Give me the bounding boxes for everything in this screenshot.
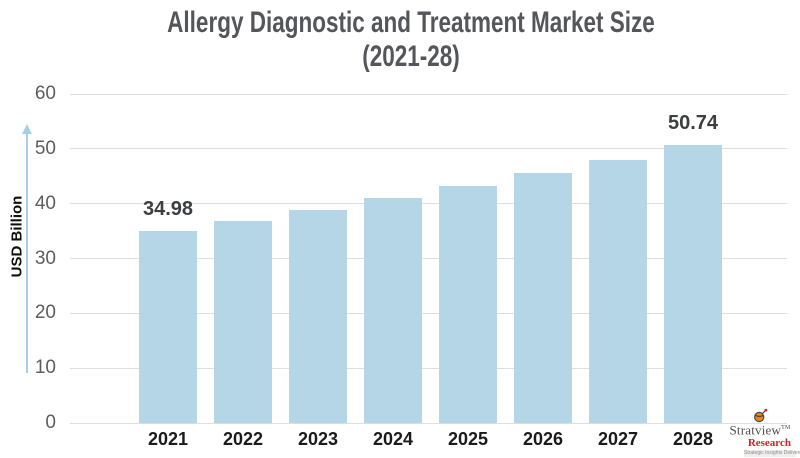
x-tick-label-2027: 2027 [597, 429, 639, 449]
x-tick-label-2026: 2026 [522, 429, 564, 449]
bar-2024 [364, 198, 422, 423]
gridline-60 [70, 93, 787, 95]
x-tick-label-2021: 2021 [147, 429, 189, 449]
bar-2021 [139, 231, 197, 423]
chart-title: Allergy Diagnostic and Treatment Market … [0, 6, 800, 74]
bar-2027 [589, 159, 647, 423]
y-tick-label-0: 0 [45, 412, 56, 433]
stratview-research-logo: StratviewTM Research Strategic Insights … [724, 408, 800, 457]
x-tick-label-2022: 2022 [222, 429, 264, 449]
trademark-symbol: TM [781, 424, 791, 431]
bar-value-label-2028: 50.74 [667, 111, 719, 134]
y-tick-label-40: 40 [34, 192, 56, 214]
x-tick-label-2023: 2023 [297, 429, 339, 449]
y-tick-label-20: 20 [34, 302, 56, 324]
x-tick-label-2025: 2025 [447, 429, 489, 449]
y-axis-arrow-head-icon [22, 124, 32, 134]
bar-2026 [514, 172, 572, 423]
x-tick-label-2028: 2028 [672, 429, 714, 449]
y-tick-label-60: 60 [34, 83, 56, 104]
gridline-20 [70, 312, 787, 314]
y-tick-label-10: 10 [34, 357, 56, 379]
bar-value-label-2021: 34.98 [142, 198, 194, 221]
bar-2023 [289, 209, 347, 423]
logo-name: StratviewTM [729, 422, 791, 437]
chart-title-line2: (2021-28) [362, 40, 460, 73]
magnifier-ball-icon [753, 408, 768, 428]
gridline-10 [70, 367, 787, 369]
x-tick-label-2024: 2024 [372, 429, 414, 449]
bar-2022 [214, 220, 272, 423]
y-tick-label-50: 50 [34, 137, 56, 159]
logo-subtitle: Research [747, 437, 791, 449]
y-axis-arrow [26, 133, 28, 373]
bar-2025 [439, 185, 497, 423]
logo-tagline: Strategic Insights Delivered [744, 450, 800, 457]
y-tick-label-30: 30 [34, 247, 56, 269]
chart-title-line1: Allergy Diagnostic and Treatment Market … [167, 6, 655, 39]
gridline-0 [70, 422, 787, 424]
gridline-50 [70, 148, 787, 150]
gridline-30 [70, 258, 787, 259]
bar-2028 [664, 144, 722, 423]
gridline-40 [70, 203, 787, 205]
